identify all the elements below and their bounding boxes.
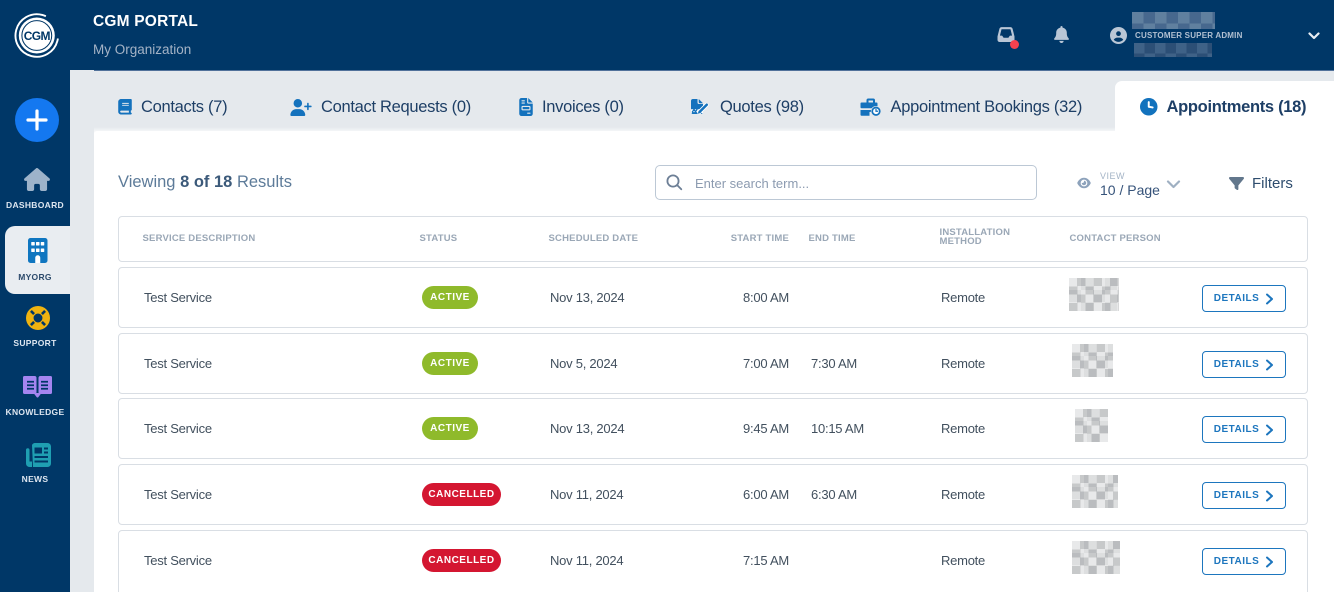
svg-text:CGM: CGM bbox=[24, 29, 51, 43]
